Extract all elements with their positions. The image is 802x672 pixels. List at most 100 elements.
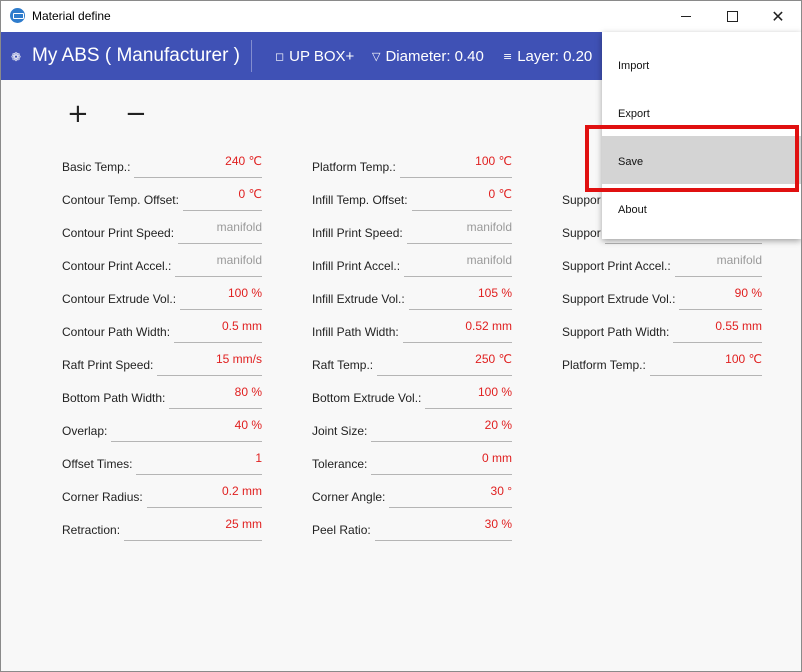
- form-row: Offset Times: 1: [62, 444, 262, 477]
- app-icon: [10, 8, 25, 23]
- field-input[interactable]: 90 %: [679, 283, 762, 310]
- form-row: Platform Temp.: 100 ℃: [562, 345, 762, 378]
- field-value: 0.2 mm: [221, 484, 262, 498]
- field-label: Suppor: [562, 193, 601, 207]
- field-label: Infill Print Accel.:: [312, 259, 401, 273]
- field-input[interactable]: 0.55 mm: [673, 316, 762, 343]
- close-icon: ✕: [771, 7, 785, 26]
- form-row: Support Print Accel.: manifold: [562, 246, 762, 279]
- form-row: Contour Print Speed: manifold: [62, 213, 262, 246]
- field-input[interactable]: 40 %: [111, 415, 262, 442]
- field-label: Support Print Accel.:: [562, 259, 671, 273]
- field-label: Basic Temp.:: [62, 160, 131, 174]
- field-label: Platform Temp.:: [562, 358, 646, 372]
- form-column-2: Platform Temp.: 100 ℃ Infill Temp. Offset:…: [312, 147, 512, 543]
- add-button[interactable]: +: [67, 99, 89, 129]
- menu-item-label: Export: [618, 108, 650, 120]
- window-title: Material define: [32, 9, 111, 23]
- form-row: Infill Path Width: 0.52 mm: [312, 312, 512, 345]
- field-label: Raft Temp.:: [312, 358, 374, 372]
- field-label: Offset Times:: [62, 457, 133, 471]
- field-input[interactable]: 80 %: [169, 382, 262, 409]
- menu-item-export[interactable]: Export: [602, 88, 801, 136]
- field-value: 0.5 mm: [221, 319, 262, 333]
- field-input[interactable]: 0 ℃: [182, 184, 262, 211]
- save-highlight-box: [585, 125, 799, 192]
- maximize-button[interactable]: [709, 1, 755, 32]
- form-row: Tolerance: 0 mm: [312, 444, 512, 477]
- field-input[interactable]: 100 ℃: [399, 151, 512, 178]
- field-value: 0 mm: [482, 451, 512, 465]
- field-input[interactable]: manifold: [178, 217, 262, 244]
- field-value: 250 ℃: [475, 352, 512, 366]
- minimize-icon: [681, 16, 691, 17]
- field-input[interactable]: manifold: [674, 250, 762, 277]
- field-input[interactable]: 105 %: [408, 283, 512, 310]
- field-label: Corner Angle:: [312, 490, 386, 504]
- printer-info: ◻ UP BOX+: [275, 48, 354, 65]
- field-label: Platform Temp.:: [312, 160, 396, 174]
- form-row: Raft Print Speed: 15 mm/s: [62, 345, 262, 378]
- field-value: 100 ℃: [725, 352, 762, 366]
- field-input[interactable]: manifold: [175, 250, 262, 277]
- field-input[interactable]: manifold: [404, 250, 512, 277]
- field-input[interactable]: [604, 217, 762, 244]
- field-input[interactable]: 25 mm: [124, 514, 262, 541]
- menu-item-about[interactable]: About: [602, 184, 801, 232]
- field-input[interactable]: 0.5 mm: [174, 316, 262, 343]
- field-label: Tolerance:: [312, 457, 368, 471]
- field-input[interactable]: 30 %: [374, 514, 512, 541]
- minimize-button[interactable]: [663, 1, 709, 32]
- field-label: Contour Path Width:: [62, 325, 171, 339]
- maximize-icon: [726, 11, 738, 22]
- field-input[interactable]: 0 mm: [371, 448, 512, 475]
- form-row: Basic Temp.: 240 ℃: [62, 147, 262, 180]
- field-input[interactable]: 240 ℃: [134, 151, 262, 178]
- field-input[interactable]: 100 %: [425, 382, 512, 409]
- field-placeholder: manifold: [716, 253, 762, 267]
- field-label: Infill Print Speed:: [312, 226, 403, 240]
- menu-item-save[interactable]: Save: [602, 136, 801, 184]
- field-label: Infill Extrude Vol.:: [312, 292, 405, 306]
- form-column-3: Suppor Suppor Support Print Accel.: manifol…: [562, 180, 762, 378]
- field-value: 1: [255, 451, 262, 465]
- field-input[interactable]: 15 mm/s: [157, 349, 262, 376]
- menu-item-import[interactable]: Import: [602, 40, 801, 88]
- form-row: Infill Print Accel.: manifold: [312, 246, 512, 279]
- field-label: Bottom Extrude Vol.:: [312, 391, 422, 405]
- form-row: Infill Extrude Vol.: 105 %: [312, 279, 512, 312]
- profile-name[interactable]: My ABS ( Manufacturer ): [32, 45, 241, 66]
- field-input[interactable]: 0.52 mm: [402, 316, 512, 343]
- field-input[interactable]: 100 ℃: [649, 349, 762, 376]
- field-input[interactable]: manifold: [406, 217, 512, 244]
- printer-name: UP BOX+: [289, 48, 355, 65]
- field-label: Overlap:: [62, 424, 108, 438]
- field-label: Contour Extrude Vol.:: [62, 292, 177, 306]
- field-value: 30 %: [484, 517, 512, 531]
- field-value: 90 %: [734, 286, 762, 300]
- field-input[interactable]: 0.2 mm: [146, 481, 262, 508]
- field-input[interactable]: 20 %: [371, 415, 512, 442]
- field-label: Corner Radius:: [62, 490, 143, 504]
- field-value: 105 %: [477, 286, 512, 300]
- field-input[interactable]: 250 ℃: [377, 349, 512, 376]
- field-value: 15 mm/s: [215, 352, 262, 366]
- field-value: 0 ℃: [488, 187, 512, 201]
- field-value: 80 %: [234, 385, 262, 399]
- field-label: Contour Temp. Offset:: [62, 193, 179, 207]
- field-input[interactable]: 30 °: [389, 481, 512, 508]
- field-placeholder: manifold: [216, 220, 262, 234]
- form-row: Raft Temp.: 250 ℃: [312, 345, 512, 378]
- close-button[interactable]: ✕: [755, 1, 801, 32]
- field-input[interactable]: 100 %: [180, 283, 262, 310]
- field-input[interactable]: 1: [136, 448, 262, 475]
- gear-icon: ❁: [11, 50, 22, 64]
- remove-button[interactable]: −: [125, 99, 147, 129]
- field-placeholder: manifold: [466, 220, 512, 234]
- diameter-value: Diameter: 0.40: [385, 48, 484, 65]
- form-row: Contour Print Accel.: manifold: [62, 246, 262, 279]
- field-placeholder: manifold: [216, 253, 262, 267]
- field-value: 30 °: [490, 484, 512, 498]
- field-input[interactable]: 0 ℃: [411, 184, 512, 211]
- field-value: 20 %: [484, 418, 512, 432]
